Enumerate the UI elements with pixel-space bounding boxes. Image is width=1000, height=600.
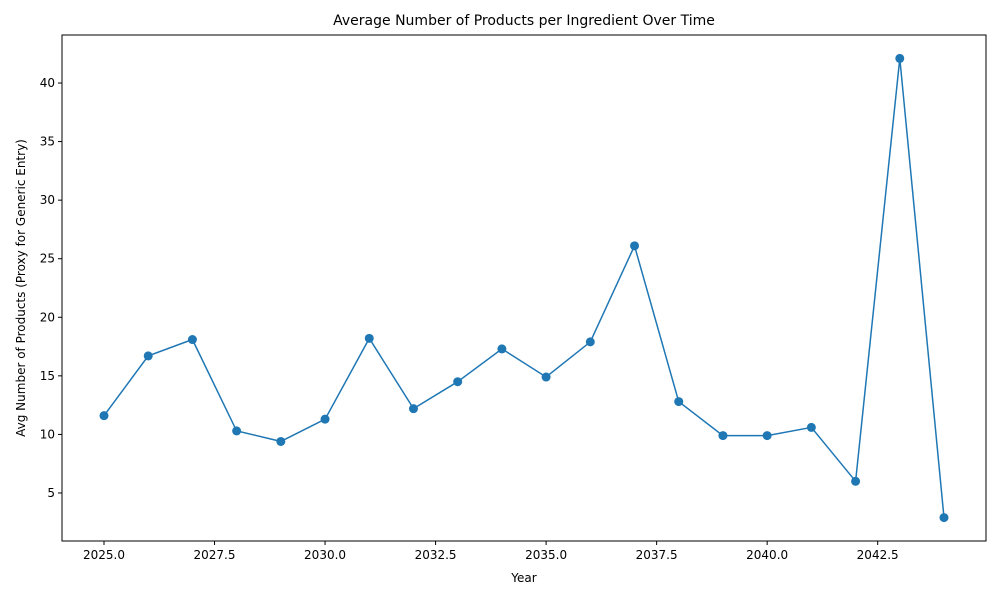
data-point: [630, 241, 640, 251]
data-point: [939, 513, 949, 523]
y-tick-label: 20: [40, 310, 55, 324]
data-point: [320, 414, 330, 424]
x-tick-label: 2042.5: [857, 548, 899, 562]
data-point: [674, 397, 684, 407]
y-tick-label: 15: [40, 369, 55, 383]
data-point: [762, 431, 772, 441]
y-axis-label: Avg Number of Products (Proxy for Generi…: [14, 139, 28, 437]
x-tick-label: 2035.0: [525, 548, 567, 562]
data-point: [143, 351, 153, 361]
data-point: [497, 344, 507, 354]
y-tick-label: 10: [40, 427, 55, 441]
x-tick-label: 2027.5: [194, 548, 236, 562]
y-tick-label: 30: [40, 193, 55, 207]
chart-title: Average Number of Products per Ingredien…: [333, 13, 715, 29]
data-point: [895, 53, 905, 63]
x-axis-ticks: 2025.0 2027.5 2030.0 2032.5 2035.0 2037.5 2040…: [83, 541, 899, 562]
y-axis-ticks: 5 10 15 20 25 30 35 40: [40, 76, 62, 500]
x-tick-label: 2025.0: [83, 548, 125, 562]
data-point: [453, 377, 463, 387]
data-point: [187, 335, 197, 345]
data-point: [806, 422, 816, 432]
y-tick-label: 5: [47, 486, 55, 500]
data-point: [718, 431, 728, 441]
data-point: [232, 426, 242, 436]
data-point: [276, 436, 286, 446]
y-tick-label: 40: [40, 76, 55, 90]
data-point: [541, 372, 551, 382]
data-point: [585, 337, 595, 347]
y-tick-label: 35: [40, 135, 55, 149]
data-point: [408, 404, 418, 414]
series-line: [103, 58, 945, 518]
plot-frame: [61, 34, 987, 542]
series-layer: [99, 53, 949, 523]
data-point: [99, 411, 109, 421]
x-tick-label: 2032.5: [415, 548, 457, 562]
data-point: [364, 333, 374, 343]
x-axis-label: Year: [510, 571, 536, 585]
x-tick-label: 2030.0: [304, 548, 346, 562]
data-point: [851, 476, 861, 486]
x-tick-label: 2040.0: [746, 548, 788, 562]
x-tick-label: 2037.5: [636, 548, 678, 562]
y-tick-label: 25: [40, 252, 55, 266]
